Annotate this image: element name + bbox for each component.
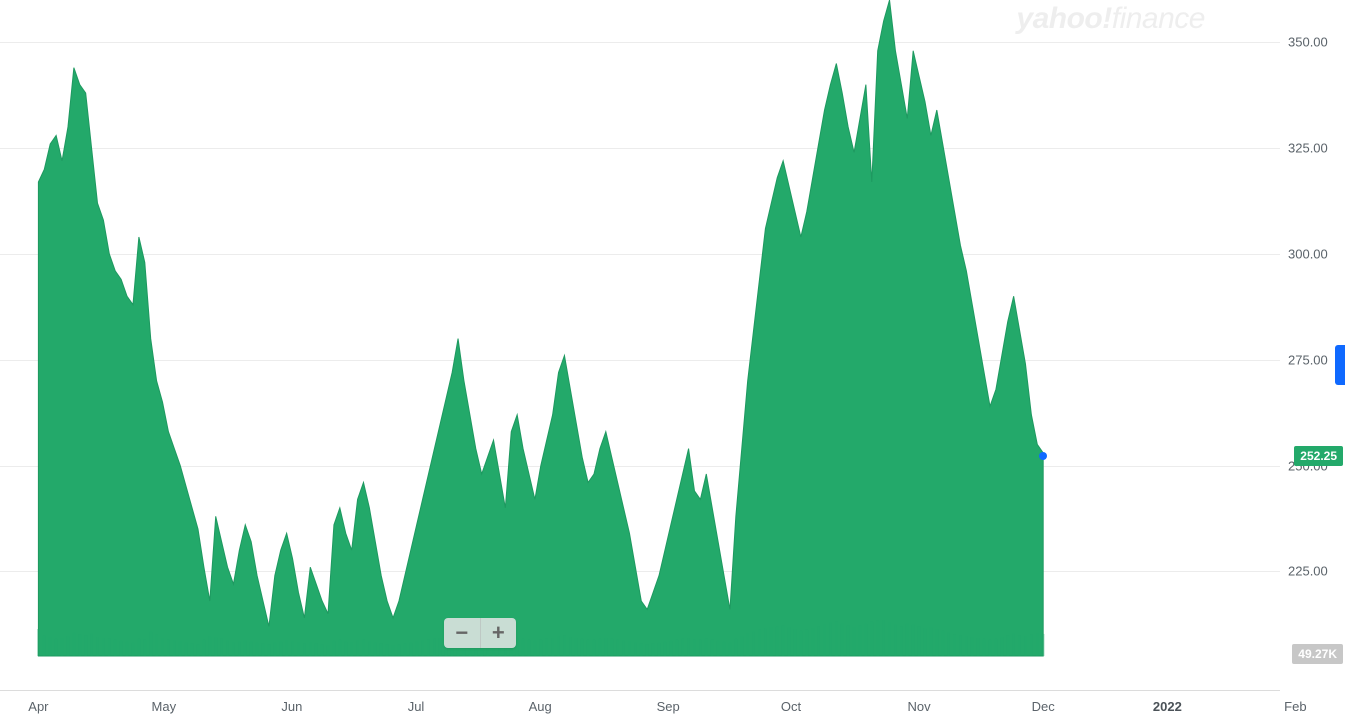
watermark-logo: yahoo!finance (1016, 2, 1205, 36)
current-price-badge: 252.25 (1294, 446, 1343, 466)
y-tick-label: 350.00 (1288, 35, 1328, 50)
x-tick-label: Nov (907, 699, 930, 714)
y-tick-label: 225.00 (1288, 564, 1328, 579)
y-tick-label: 275.00 (1288, 352, 1328, 367)
y-tick-label: 300.00 (1288, 246, 1328, 261)
x-tick-label: Apr (28, 699, 48, 714)
current-volume-badge: 49.27K (1292, 644, 1343, 664)
zoom-in-button[interactable]: + (481, 618, 517, 648)
volume-chart-svg (0, 566, 1280, 656)
x-tick-label: Jun (281, 699, 302, 714)
expand-sidebar-tab[interactable] (1335, 345, 1345, 385)
x-tick-label: Aug (529, 699, 552, 714)
x-tick-label: Oct (781, 699, 801, 714)
y-tick-label: 325.00 (1288, 141, 1328, 156)
x-tick-label: Feb (1284, 699, 1306, 714)
x-tick-label: Dec (1032, 699, 1055, 714)
last-price-marker (1039, 452, 1047, 460)
x-tick-label: Jul (408, 699, 425, 714)
zoom-controls: − + (444, 618, 516, 648)
x-tick-label: Sep (657, 699, 680, 714)
price-chart-area[interactable]: yahoo!finance − + (0, 0, 1280, 690)
x-tick-label: May (152, 699, 177, 714)
zoom-out-button[interactable]: − (444, 618, 481, 648)
x-axis: AprMayJunJulAugSepOctNovDec2022Feb (0, 690, 1280, 724)
x-tick-label: 2022 (1153, 699, 1182, 714)
